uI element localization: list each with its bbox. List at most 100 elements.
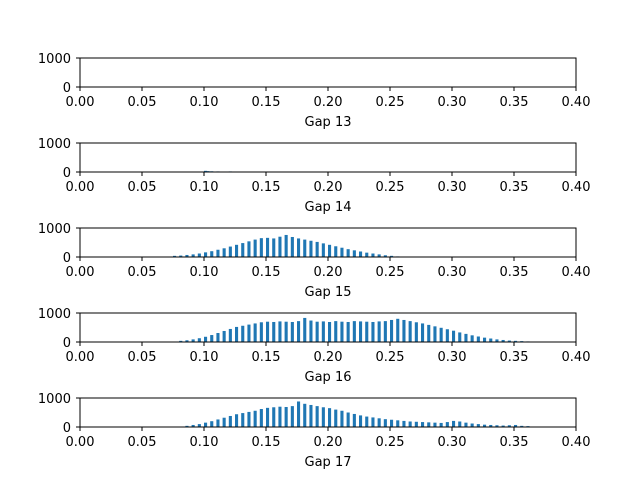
histogram-bar [383,255,387,257]
histogram-bar [284,321,288,342]
histogram-bar [228,328,232,342]
histogram-bar [501,339,505,342]
histogram-bar [340,247,344,257]
histogram-bar [377,321,381,342]
histogram-bar [303,317,307,342]
y-tick-label: 1000 [38,307,71,322]
axes-frame [79,142,577,173]
histogram-bar [464,333,468,342]
histogram-bar [458,332,462,342]
x-tick-label: 0.05 [128,350,157,365]
histogram-bar [284,234,288,257]
histogram-bar [253,323,257,342]
histogram-bar [421,323,425,342]
histogram-bar [377,418,381,427]
histogram-bar [483,424,487,427]
histogram-bar [303,403,307,427]
histogram-bar [309,240,313,257]
histogram-bar [210,335,214,342]
histogram-bar [427,324,431,342]
histogram-bar [191,339,195,342]
histogram-bar [247,324,251,342]
histogram-bar [309,404,313,427]
x-tick-label: 0.10 [190,350,219,365]
histogram-bar [284,406,288,427]
histogram-bar [514,424,518,427]
y-tick-label: 1000 [38,392,71,407]
histogram-bar [470,335,474,342]
x-axis-label: Gap 14 [305,200,352,215]
histogram-bar [359,321,363,342]
histogram-bar [321,407,325,427]
histogram-bar [396,318,400,342]
histogram-bar [414,322,418,342]
histogram-bar [259,322,263,342]
histogram-bar [489,424,493,427]
histogram-bar [402,420,406,427]
histogram-bar [191,254,195,257]
histogram-bar [458,421,462,427]
histogram-bar [259,238,263,257]
histogram-bar [179,340,183,342]
histogram-bar [241,243,245,257]
histogram-bar [204,422,208,427]
histogram-bar [259,409,263,427]
histogram-bar [390,419,394,427]
y-tick-label: 0 [63,81,71,96]
histogram-bar [315,321,319,342]
histogram-bar [427,422,431,427]
x-tick-label: 0.10 [190,95,219,110]
histogram-bar [365,321,369,342]
x-tick-label: 0.05 [128,435,157,450]
histogram-bar [173,255,177,257]
histogram-bar [315,241,319,257]
histogram-bar [253,239,257,257]
x-axis-label: Gap 13 [305,115,352,130]
histogram-bar [495,339,499,342]
histogram-bar [272,407,276,427]
histogram-bar [235,414,239,427]
histogram-bar [247,241,251,257]
histogram-bar [470,423,474,427]
x-tick-label: 0.40 [562,180,591,195]
x-tick-label: 0.10 [190,265,219,280]
histogram-bar [421,422,425,427]
y-tick-label: 0 [63,336,71,351]
histogram-bar [272,321,276,342]
histogram-bar [346,321,350,342]
x-tick-label: 0.15 [252,435,281,450]
histogram-bar [365,416,369,427]
histogram-bar [191,424,195,427]
x-tick-label: 0.40 [562,95,591,110]
histogram-bar [340,321,344,342]
x-tick-label: 0.25 [376,350,405,365]
x-tick-label: 0.20 [314,350,343,365]
histogram-bar [228,415,232,427]
histogram-bar [334,246,338,257]
x-tick-label: 0.35 [500,435,529,450]
histogram-bar [352,321,356,342]
histogram-bar [334,409,338,427]
x-tick-label: 0.35 [500,95,529,110]
x-axis-label: Gap 17 [305,455,352,470]
histogram-bar [197,424,201,427]
histogram-bar [185,425,189,427]
histogram-bar [483,337,487,342]
x-tick-label: 0.25 [376,265,405,280]
histogram-bar [321,321,325,342]
histogram-bar [377,254,381,257]
histogram-bar [241,325,245,342]
x-tick-label: 0.40 [562,265,591,280]
histogram-bar [514,340,518,342]
x-tick-label: 0.10 [190,435,219,450]
histogram-bar [204,252,208,257]
histogram-bar [501,425,505,427]
x-tick-label: 0.30 [438,435,467,450]
histogram-bar [489,338,493,342]
histogram-bar [359,415,363,427]
histogram-bar [520,425,524,427]
histogram-bar [222,248,226,257]
histogram-bar [452,330,456,342]
histogram-bar [476,336,480,342]
histogram-bar [408,421,412,427]
